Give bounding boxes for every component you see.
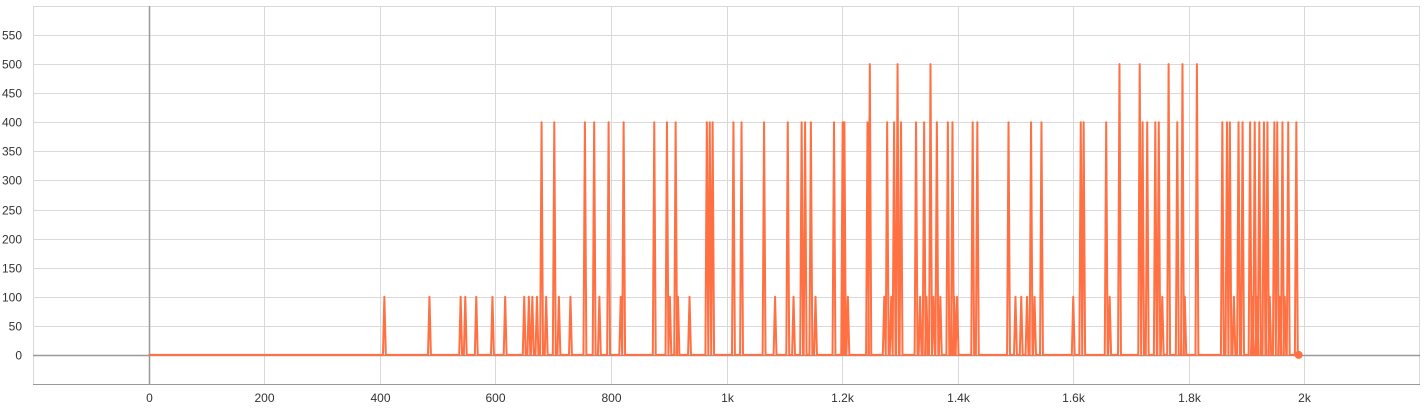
- x-tick-label: 600: [485, 391, 505, 404]
- y-tick-label: 550: [2, 29, 22, 43]
- x-tick-label: 1k: [721, 391, 735, 404]
- x-tick-label: 1.2k: [831, 391, 855, 404]
- x-tick-label: 200: [254, 391, 274, 404]
- x-tick-label: 800: [601, 391, 621, 404]
- last-point-marker: [1294, 350, 1303, 359]
- y-tick-label: 500: [2, 58, 22, 72]
- x-tick-label: 0: [146, 391, 153, 404]
- grid: [33, 6, 1420, 384]
- y-tick-label: 350: [2, 145, 22, 159]
- y-tick-label: 150: [2, 262, 22, 276]
- tick-labels: 0 50 100 150 200 250 300 350 400 450 500 550 0 200 400…: [2, 29, 1312, 406]
- x-tick-label: 1.8k: [1178, 391, 1202, 404]
- y-tick-label: 450: [2, 87, 22, 101]
- axes: [33, 6, 1420, 385]
- x-tick-label: 2k: [1298, 391, 1312, 404]
- y-tick-label: 100: [2, 291, 22, 305]
- x-tick-label: 400: [370, 391, 390, 404]
- series-layer: [148, 63, 1303, 359]
- x-tick-label: 1.6k: [1062, 391, 1086, 404]
- y-tick-label: 200: [2, 233, 22, 247]
- y-tick-label: 300: [2, 174, 22, 188]
- y-tick-label: 50: [9, 320, 23, 334]
- y-tick-label: 0: [15, 349, 22, 363]
- y-tick-label: 400: [2, 116, 22, 130]
- y-tick-label: 250: [2, 204, 22, 218]
- x-tick-label: 1.4k: [947, 391, 971, 404]
- series-line: [148, 63, 1299, 356]
